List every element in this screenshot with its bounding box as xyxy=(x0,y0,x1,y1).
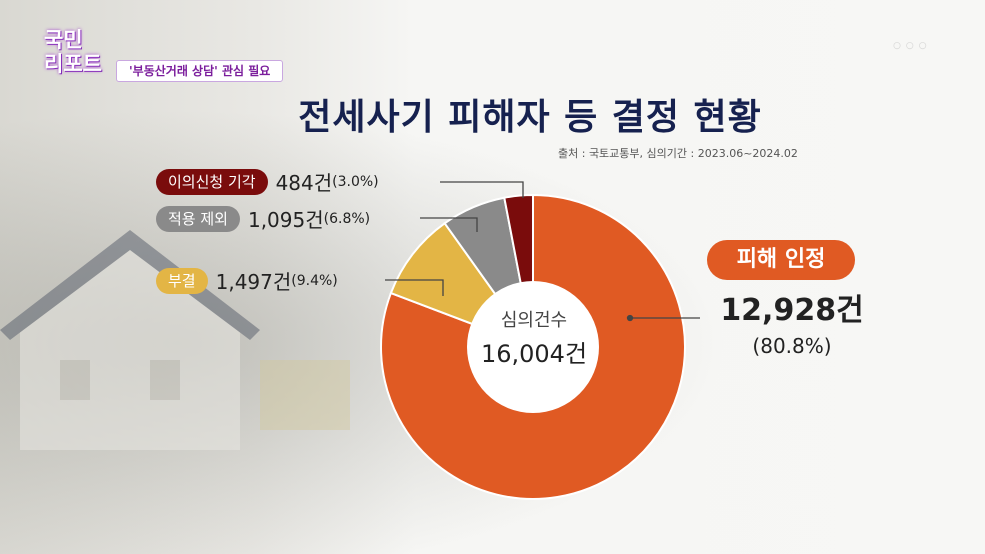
pct-rejected: (3.0%) xyxy=(332,173,379,190)
value-dismissed: 1,497건 xyxy=(215,270,292,294)
slice-label-dismissed: 부결 1,497건 (9.4%) xyxy=(156,266,338,295)
slice-label-rejected: 이의신청 기각 484건 (3.0%) xyxy=(156,167,379,196)
category-pill-dismissed: 부결 xyxy=(156,267,208,294)
center-value: 16,004건 xyxy=(480,340,588,368)
category-pill-excluded: 적용 제외 xyxy=(156,205,240,232)
category-pill-damage: 피해 인정 xyxy=(707,240,855,280)
banner-tag: '부동산거래 상담' 관심 필요 xyxy=(116,60,284,82)
leader-line-dismissed xyxy=(385,279,444,296)
value-damage: 12,928건 xyxy=(720,293,864,328)
leader-line-rejected xyxy=(440,181,524,198)
pct-excluded: (6.8%) xyxy=(323,210,371,227)
source-note: 출처 : 국토교통부, 심의기간 : 2023.06~2024.02 xyxy=(558,147,798,160)
value-rejected: 484건 xyxy=(275,171,333,195)
leader-line-excluded xyxy=(420,217,478,232)
slice-label-excluded: 적용 제외 1,095건 (6.8%) xyxy=(156,204,370,233)
pct-damage: (80.8%) xyxy=(752,334,832,358)
chart-title: 전세사기 피해자 등 결정 현황 xyxy=(298,97,762,138)
center-label: 심의건수 xyxy=(500,310,568,331)
leader-dot-damage xyxy=(626,314,634,322)
program-logo: 국민 리포트 xyxy=(44,28,122,82)
channel-watermark: ◦◦◦ xyxy=(890,34,929,58)
leader-lines xyxy=(385,181,700,322)
logo-line-2: 리포트 xyxy=(44,52,102,76)
category-pill-rejected: 이의신청 기각 xyxy=(156,168,268,195)
pct-dismissed: (9.4%) xyxy=(291,272,338,289)
logo-line-1: 국민 xyxy=(44,28,83,52)
donut-hole xyxy=(467,281,599,413)
value-excluded: 1,095건 xyxy=(247,208,324,232)
